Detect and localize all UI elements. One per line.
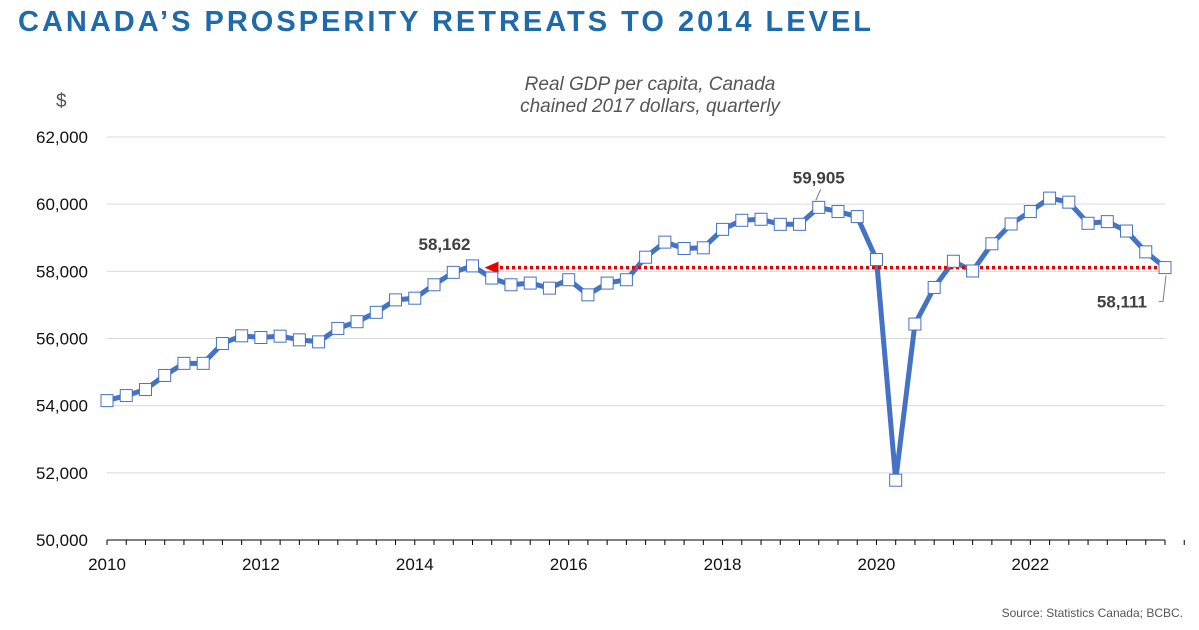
y-tick-label: 62,000 (36, 128, 88, 147)
data-point-marker (119, 389, 133, 403)
data-point-marker (966, 264, 980, 278)
data-point-marker (889, 473, 903, 487)
data-point-marker (158, 368, 172, 382)
y-tick-label: 58,000 (36, 262, 88, 281)
x-axis: 2010 2012 2014 2016 2018 2020 2022 (88, 539, 1185, 574)
y-axis-ticks: 50,000 52,000 54,000 56,000 58,000 60,000 62,0… (36, 128, 88, 550)
data-point-marker (542, 281, 556, 295)
y-tick-label: 56,000 (36, 330, 88, 349)
y-tick-label: 60,000 (36, 195, 88, 214)
data-point-marker (562, 273, 576, 287)
data-point-marker (100, 394, 114, 408)
data-point-marker (1120, 224, 1134, 238)
y-tick-label: 52,000 (36, 464, 88, 483)
y-tick-label: 50,000 (36, 531, 88, 550)
data-point-marker (1158, 261, 1172, 275)
data-point-marker (389, 293, 403, 307)
data-point-marker (927, 280, 941, 294)
data-point-marker (773, 217, 787, 231)
data-point-marker (1062, 195, 1076, 209)
data-point-marker (1081, 216, 1095, 230)
x-tick-label: 2020 (858, 555, 896, 574)
annotation-layer: 58,162 59,905 58,111 (418, 168, 1167, 312)
data-point-marker (658, 235, 672, 249)
data-point-marker (716, 222, 730, 236)
data-point-marker (946, 254, 960, 268)
value-annotation: 59,905 (793, 168, 845, 187)
data-point-marker (600, 276, 614, 290)
data-point-marker (196, 356, 210, 370)
data-point-marker (215, 337, 229, 351)
data-point-marker (1100, 215, 1114, 229)
y-tick-label: 54,000 (36, 397, 88, 416)
page-title: CANADA’S PROSPERITY RETREATS TO 2014 LEV… (18, 6, 874, 38)
data-point-marker (292, 333, 306, 347)
reference-line-layer (484, 261, 1157, 274)
data-point-marker (754, 212, 768, 226)
chart-subtitle-line: chained 2017 dollars, quarterly (520, 96, 780, 117)
data-point-marker (812, 200, 826, 214)
annotation-leader-line (815, 189, 822, 201)
data-point-marker (177, 356, 191, 370)
data-point-marker (1043, 191, 1057, 205)
data-point-marker (369, 305, 383, 319)
data-point-marker (1004, 217, 1018, 231)
data-point-marker (869, 253, 883, 267)
data-point-marker (831, 205, 845, 219)
y-axis-unit-label: $ (56, 91, 67, 112)
data-point-marker (331, 321, 345, 335)
x-tick-label: 2016 (550, 555, 588, 574)
data-point-marker (254, 330, 268, 344)
data-point-marker (1023, 205, 1037, 219)
chart-title-line: Real GDP per capita, Canada (524, 74, 776, 95)
data-point-marker (1139, 245, 1153, 259)
gridlines (107, 136, 1165, 474)
data-point-marker (908, 317, 922, 331)
data-point-marker (985, 237, 999, 251)
data-point-marker (619, 273, 633, 287)
data-point-marker (677, 241, 691, 255)
source-note: Source: Statistics Canada; BCBC. (1001, 606, 1183, 620)
data-point-marker (138, 383, 152, 397)
reference-arrowhead (484, 261, 499, 274)
data-point-marker (504, 278, 518, 292)
value-annotation: 58,111 (1097, 293, 1147, 312)
x-tick-label: 2010 (88, 555, 126, 574)
data-point-marker (485, 271, 499, 285)
x-tick-label: 2012 (242, 555, 280, 574)
data-point-marker (312, 335, 326, 349)
data-point-marker (350, 315, 364, 329)
marker-layer (100, 191, 1172, 487)
x-tick-label: 2014 (396, 555, 434, 574)
data-point-marker (581, 288, 595, 302)
annotation-leader-line (1159, 275, 1167, 303)
data-point-marker (408, 291, 422, 305)
data-point-marker (793, 217, 807, 231)
data-point-marker (427, 278, 441, 292)
data-point-marker (696, 241, 710, 255)
data-point-marker (235, 329, 249, 343)
data-point-marker (735, 213, 749, 227)
chart-title: Real GDP per capita, Canada chained 2017… (400, 74, 900, 118)
x-tick-label: 2022 (1011, 555, 1049, 574)
value-annotation: 58,162 (418, 235, 470, 254)
data-point-marker (446, 265, 460, 279)
data-point-marker (523, 276, 537, 290)
data-point-marker (273, 329, 287, 343)
data-point-marker (639, 250, 653, 264)
data-point-marker (465, 259, 479, 273)
x-tick-label: 2018 (704, 555, 742, 574)
data-point-marker (850, 210, 864, 224)
